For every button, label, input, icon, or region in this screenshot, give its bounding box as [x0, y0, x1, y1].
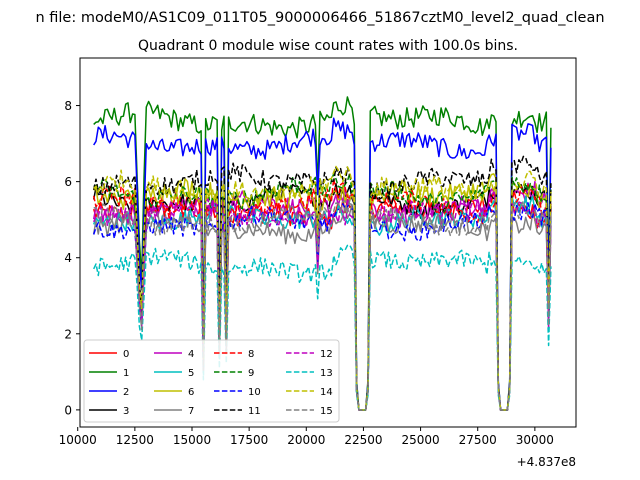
legend-label-9: 9 — [248, 368, 254, 379]
series-line-13 — [93, 244, 552, 411]
series-line-2 — [93, 117, 552, 411]
x-axis: 10000 12500 15000 17500 20000 22500 25000 27500… — [59, 427, 554, 447]
series-lines — [92, 96, 552, 411]
legend-label-4: 4 — [188, 349, 194, 360]
x-offset-label: +4.837e8 — [517, 455, 576, 469]
y-tick-label: 8 — [64, 99, 72, 113]
x-tick-label: 15000 — [173, 433, 211, 447]
x-tick-label: 12500 — [116, 433, 154, 447]
x-tick-label: 20000 — [287, 433, 325, 447]
x-tick-label: 22500 — [344, 433, 382, 447]
legend-label-14: 14 — [320, 387, 333, 398]
y-tick-label: 4 — [64, 251, 72, 265]
x-tick-label: 10000 — [59, 433, 97, 447]
legend-label-15: 15 — [320, 406, 333, 417]
legend-label-10: 10 — [248, 387, 261, 398]
legend-label-13: 13 — [320, 368, 333, 379]
y-tick-label: 2 — [64, 327, 72, 341]
legend-box — [83, 339, 340, 423]
series-line-15 — [93, 199, 552, 411]
x-tick-label: 27500 — [459, 433, 497, 447]
legend-label-6: 6 — [188, 387, 194, 398]
legend-label-2: 2 — [123, 387, 129, 398]
legend-label-8: 8 — [248, 349, 254, 360]
chart-title: Quadrant 0 module wise count rates with … — [138, 38, 518, 54]
legend-label-7: 7 — [188, 406, 194, 417]
legend-label-0: 0 — [123, 349, 129, 360]
legend-label-12: 12 — [320, 349, 333, 360]
x-tick-label: 25000 — [401, 433, 439, 447]
legend-label-1: 1 — [123, 368, 129, 379]
x-tick-label: 30000 — [516, 433, 554, 447]
series-line-1 — [93, 96, 552, 411]
y-axis: 0 2 4 6 8 — [64, 99, 80, 417]
x-tick-label: 17500 — [230, 433, 268, 447]
y-tick-label: 6 — [64, 175, 72, 189]
legend-label-5: 5 — [188, 368, 194, 379]
legend-label-3: 3 — [123, 406, 129, 417]
series-line-14 — [93, 165, 552, 411]
legend-label-11: 11 — [248, 406, 261, 417]
y-tick-label: 0 — [64, 403, 72, 417]
series-line-4 — [92, 180, 552, 411]
figure-title: n file: modeM0/AS1C09_011T05_9000006466_… — [35, 10, 604, 26]
plot-frame — [79, 57, 577, 428]
